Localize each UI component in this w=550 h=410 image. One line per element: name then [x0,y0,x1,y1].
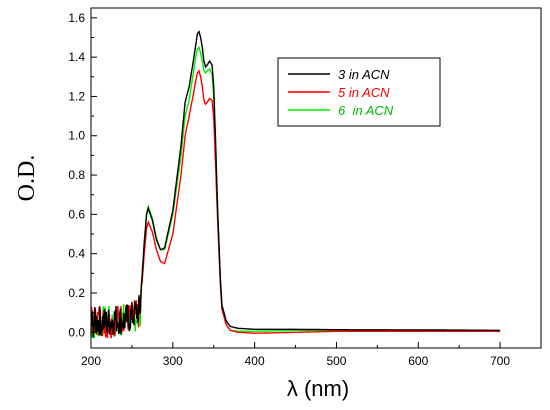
y-axis-label: O.D. [14,155,40,202]
x-axis-label: λ (nm) [287,376,349,401]
y-tick-label: 1.4 [68,50,85,64]
y-tick-label: 1.0 [68,129,85,143]
series-line-1 [90,30,501,338]
plot-frame [90,7,542,349]
y-tick-label: 0.4 [68,247,85,261]
y-tick-label: 0.6 [68,207,85,221]
legend-label-2: 5 in ACN [338,85,390,100]
legend-label-3: 6 in ACN [338,103,394,118]
x-tick-label: 600 [408,354,428,368]
x-tick-label: 200 [81,354,101,368]
x-tick-label: 700 [490,354,510,368]
legend-label-1: 3 in ACN [338,67,390,82]
y-tick-label: 0.0 [68,325,85,339]
series-line-2 [90,69,501,339]
x-tick-label: 300 [163,354,183,368]
y-tick-label: 1.2 [68,89,85,103]
legend: 3 in ACN 5 in ACN 6 in ACN [277,57,441,127]
x-tick-label: 400 [245,354,265,368]
axes: 200 300 400 500 600 700 0.0 0.2 0.4 0.6 0.8 1.0 1.2 1… [68,7,542,368]
x-tick-label: 500 [326,354,346,368]
traces [90,30,501,339]
y-tick-label: 0.8 [68,168,85,182]
y-tick-label: 1.6 [68,11,85,25]
y-tick-label: 0.2 [68,286,85,300]
